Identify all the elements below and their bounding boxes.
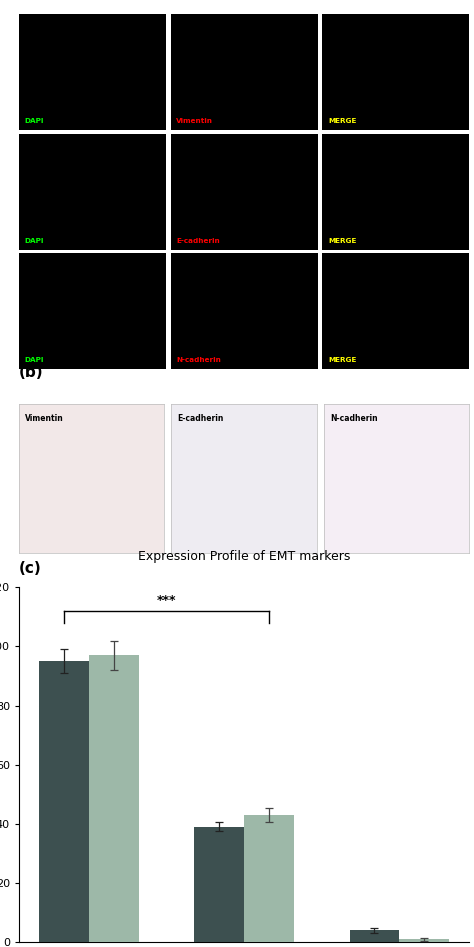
Text: N-cadherin: N-cadherin bbox=[176, 357, 221, 364]
Text: MERGE: MERGE bbox=[328, 238, 356, 244]
Text: ***: *** bbox=[157, 594, 176, 607]
Text: N-cadherin: N-cadherin bbox=[330, 414, 377, 423]
Text: (a): (a) bbox=[19, 14, 43, 29]
Text: MERGE: MERGE bbox=[328, 118, 356, 124]
Text: (c): (c) bbox=[19, 561, 42, 576]
Bar bbox=[194, 827, 244, 942]
Text: MERGE: MERGE bbox=[328, 357, 356, 364]
Text: DAPI: DAPI bbox=[25, 118, 45, 124]
Text: Vimentin: Vimentin bbox=[176, 118, 213, 124]
Bar bbox=[349, 931, 399, 942]
Text: (b): (b) bbox=[19, 365, 44, 380]
Bar bbox=[89, 655, 139, 942]
Text: DAPI: DAPI bbox=[25, 357, 45, 364]
Bar bbox=[39, 661, 89, 942]
Bar bbox=[244, 815, 294, 942]
Title: Expression Profile of EMT markers: Expression Profile of EMT markers bbox=[138, 549, 350, 563]
Text: DAPI: DAPI bbox=[25, 238, 45, 244]
Text: E-cadherin: E-cadherin bbox=[177, 414, 224, 423]
Text: E-cadherin: E-cadherin bbox=[176, 238, 220, 244]
Bar bbox=[399, 939, 449, 942]
Text: Vimentin: Vimentin bbox=[25, 414, 64, 423]
